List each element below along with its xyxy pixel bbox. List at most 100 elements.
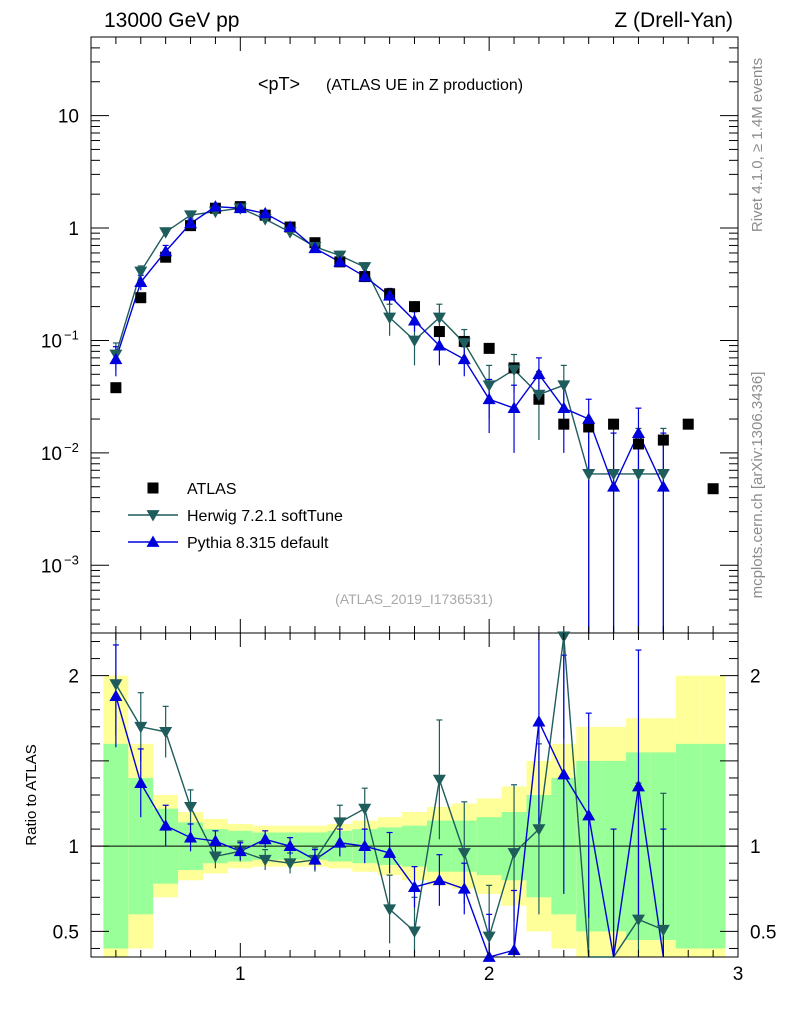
y-tick-label-exponent: −2: [64, 440, 79, 455]
analysis-id-label: (ATLAS_2019_I1736531): [335, 591, 493, 607]
y-tick-label-exponent: −1: [64, 327, 79, 342]
y-tick-label-exponent: −3: [64, 552, 79, 567]
ratio-y-tick-label: 1: [68, 837, 79, 858]
herwig-point: [482, 380, 496, 392]
ratio-y-tick-label: 0.5: [53, 922, 79, 943]
pythia-ratio-point: [557, 768, 571, 780]
ratio-plot-area: 1 2 3 0.5 0.5 1 1 2 2: [53, 631, 776, 985]
herwig-point: [557, 380, 571, 392]
pythia-point: [308, 241, 322, 254]
herwig-point: [383, 312, 397, 324]
pythia-ratio-point: [208, 834, 222, 846]
herwig-point: [408, 335, 421, 347]
pythia-point: [383, 289, 397, 301]
header-energy-label: 13000 GeV pp: [104, 9, 239, 32]
herwig-ratio-point: [109, 679, 123, 691]
pythia-ratio-point: [184, 831, 198, 843]
pythia-ratio-point: [134, 776, 148, 788]
herwig-point: [457, 338, 471, 350]
pythia-ratio-point: [109, 689, 123, 701]
pythia-point: [656, 480, 670, 492]
pythia-ratio-point: [507, 943, 521, 956]
header-process-label: Z (Drell-Yan): [614, 9, 733, 32]
pythia-point: [457, 352, 471, 365]
atlas-point: [682, 418, 694, 430]
atlas-point: [558, 418, 570, 430]
herwig-ratio-point: [656, 924, 670, 937]
pythia-ratio-point: [383, 846, 397, 858]
pythia-ratio-point: [631, 779, 645, 792]
pythia-point: [258, 206, 272, 219]
pythia-point: [432, 339, 446, 351]
herwig-point: [607, 469, 621, 481]
atlas-point: [608, 418, 620, 430]
y-tick-label: 10: [41, 556, 62, 577]
herwig-point: [582, 469, 596, 481]
atlas-point: [433, 326, 445, 338]
herwig-ratio-point: [258, 854, 272, 867]
legend-marker-atlas: [147, 482, 159, 494]
x-tick-label: 3: [733, 964, 744, 985]
pythia-ratio-point: [408, 880, 421, 892]
atlas-point: [135, 292, 147, 304]
pythia-ratio-point: [333, 836, 347, 848]
pythia-ratio-point: [159, 819, 173, 831]
pythia-point: [408, 314, 421, 326]
pythia-ratio-point: [258, 832, 272, 845]
ratio-y-tick-label: 2: [68, 667, 79, 688]
pythia-point: [184, 216, 198, 229]
atlas-point: [583, 421, 595, 433]
x-tick-label: 2: [484, 964, 495, 985]
rivet-version-label: Rivet 4.1.0, ≥ 1.4M events: [749, 58, 766, 232]
herwig-point: [507, 364, 521, 377]
pythia-point: [631, 426, 645, 438]
pythia-ratio-point: [233, 844, 247, 857]
herwig-ratio-point: [333, 817, 347, 829]
pythia-ratio-point: [532, 715, 546, 727]
herwig-ratio-point: [283, 858, 297, 870]
atlas-point: [409, 301, 420, 313]
ratio-y-tick-label: 2: [750, 667, 761, 688]
pythia-ratio-point: [457, 882, 471, 894]
herwig-ratio-point: [532, 824, 546, 836]
herwig-point: [631, 469, 645, 481]
herwig-point: [358, 262, 372, 274]
y-tick-label: 10: [41, 444, 62, 465]
pythia-point: [233, 201, 247, 214]
legend-marker-pythia: [146, 535, 160, 547]
atlas-point: [707, 483, 719, 495]
ratio-y-tick-label: 1: [750, 837, 761, 858]
pythia-ratio-point: [308, 853, 322, 865]
pythia-point: [333, 255, 347, 267]
atlas-point: [160, 251, 172, 263]
atlas-point: [483, 342, 495, 354]
pythia-point: [208, 200, 222, 212]
herwig-ratio-point: [159, 727, 173, 739]
herwig-ratio-point: [208, 851, 222, 863]
pythia-ratio-point: [283, 839, 297, 852]
legend-label-pythia: Pythia 8.315 default: [187, 535, 329, 552]
herwig-ratio-point: [383, 904, 397, 916]
legend-label-atlas: ATLAS: [187, 481, 237, 498]
herwig-ratio-point: [184, 802, 198, 814]
herwig-point: [532, 389, 546, 402]
herwig-ratio-point: [482, 931, 496, 944]
herwig-line: [115, 207, 664, 475]
pythia-point: [283, 220, 297, 232]
herwig-ratio-point: [134, 721, 148, 734]
legend-label-herwig: Herwig 7.2.1 softTune: [187, 508, 343, 525]
pythia-point: [607, 480, 621, 492]
herwig-point: [432, 312, 446, 324]
legend: ATLAS Herwig 7.2.1 softTune Pythia 8.315 d…: [128, 481, 343, 552]
pythia-point: [109, 352, 123, 365]
y-tick-label: 10: [41, 331, 62, 352]
pythia-point: [134, 275, 148, 288]
herwig-ratio-point: [507, 848, 521, 860]
mcplots-reference-label: mcplots.cern.ch [arXiv:1306.3436]: [749, 372, 766, 599]
atlas-point: [110, 382, 122, 394]
herwig-point: [656, 469, 670, 481]
pythia-ratio-point: [432, 873, 446, 886]
y-tick-label: 1: [68, 219, 79, 240]
